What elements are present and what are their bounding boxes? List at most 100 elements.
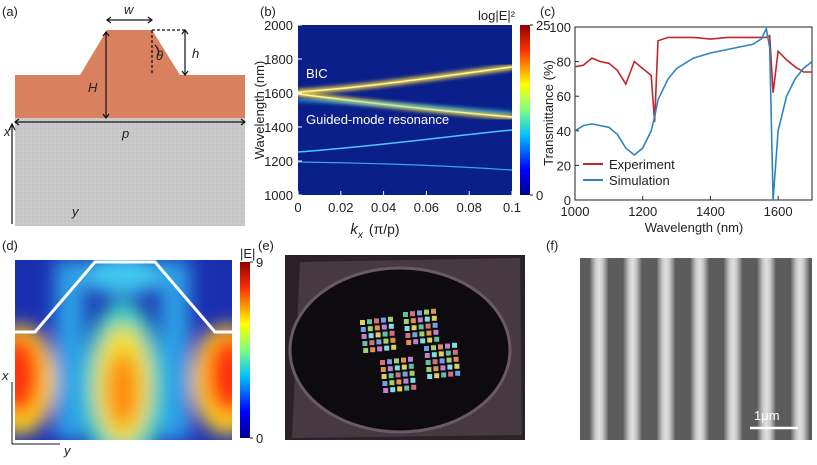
sample-pixel xyxy=(440,365,446,371)
sample-pixel xyxy=(395,372,401,378)
sample-pixel xyxy=(389,380,395,386)
axis-x: x xyxy=(3,124,11,139)
sample-pixel xyxy=(404,385,410,391)
y-tick-label: 1600 xyxy=(264,86,293,101)
sample-pixel xyxy=(431,352,437,358)
sample-pixel xyxy=(387,359,392,365)
sample-pixel xyxy=(375,332,381,338)
sample-pixel xyxy=(434,373,440,379)
sample-photo xyxy=(285,255,525,440)
sample-pixel xyxy=(388,323,394,329)
sample-pixel xyxy=(419,331,425,337)
x-tick-label: 0.02 xyxy=(328,200,353,215)
schematic: w θ h H p x y xyxy=(3,2,246,226)
y-tick-label: 1000 xyxy=(264,188,293,203)
sample-pixel xyxy=(453,356,459,362)
sample-pixel xyxy=(431,345,436,351)
y-tick-label: 1800 xyxy=(264,52,293,67)
panel-label: (f) xyxy=(546,238,558,253)
sample-pixel xyxy=(434,336,440,342)
label-theta: θ xyxy=(156,48,163,63)
sample-pixel xyxy=(427,337,433,343)
x-tick-label: 1600 xyxy=(764,204,793,219)
sample-pixel xyxy=(424,309,429,315)
y-tick-label: 20 xyxy=(557,158,571,173)
sample-pixel xyxy=(418,324,424,330)
sample-pixel xyxy=(402,371,408,377)
sample-pixel xyxy=(417,317,423,323)
sample-pixel xyxy=(391,344,397,350)
sample-pixel xyxy=(388,373,394,379)
sample-pixel xyxy=(383,338,389,344)
sample-pixel xyxy=(424,353,430,358)
series-line xyxy=(574,34,812,123)
sample-pixel xyxy=(397,386,403,392)
sample-pixel xyxy=(380,367,386,372)
sample-pixel xyxy=(433,329,439,335)
sample-pixel xyxy=(382,381,388,386)
sample-pixel xyxy=(368,333,374,339)
sample-pixel xyxy=(452,342,457,348)
sample-pixel xyxy=(452,349,458,355)
sample-pixel xyxy=(412,332,418,338)
label-w: w xyxy=(124,2,135,17)
y-tick-label: 2000 xyxy=(264,18,293,33)
panel-label: (b) xyxy=(260,4,276,19)
sem-stripe xyxy=(657,258,675,440)
colorbar-tick-label: 9 xyxy=(256,255,263,270)
sem-stripe xyxy=(724,258,742,440)
y-axis-label: Wavelength (nm) xyxy=(252,61,267,160)
sample-pixel xyxy=(384,345,390,351)
sample-pixel xyxy=(411,384,417,390)
colorbar xyxy=(240,262,250,438)
colorbar-title: |E| xyxy=(240,246,255,261)
sample-pixel xyxy=(381,317,386,323)
sample-pixel xyxy=(369,340,375,346)
colorbar-tick-label: 25 xyxy=(536,18,550,33)
sample-pixel xyxy=(363,348,369,353)
colorbar-tick-label: 0 xyxy=(256,431,263,446)
transmittance-chart: Wavelength (nm) Transmittance (%) 1000 12… xyxy=(541,20,813,235)
label-H: H xyxy=(88,80,98,95)
sample-pixel xyxy=(403,312,408,317)
y-tick-label: 1400 xyxy=(264,120,293,135)
sample-pixel xyxy=(401,357,406,363)
sample-pixel xyxy=(411,325,417,331)
sample-pixel xyxy=(377,346,383,352)
sem-stripe xyxy=(791,258,809,440)
sample-pixel xyxy=(362,341,368,346)
y-tick-label: 80 xyxy=(557,55,571,70)
substrate xyxy=(15,118,245,226)
field-map: |E| x y xyxy=(1,246,255,458)
scale-bar-label: 1μm xyxy=(754,408,780,423)
sample-pixel xyxy=(374,318,379,324)
sample-pixel xyxy=(445,350,451,356)
sample-pixel xyxy=(426,330,432,336)
sample-pixel xyxy=(408,356,413,362)
y-axis-label: Transmittance (%) xyxy=(541,60,556,166)
sample-pixel xyxy=(380,360,385,365)
panel-label: (e) xyxy=(258,238,274,253)
sample-pixel xyxy=(410,311,415,317)
sample-pixel xyxy=(367,319,372,325)
sample-pixel xyxy=(396,379,402,385)
sample-pixel xyxy=(446,357,452,363)
x-axis-label: kx (π/p) xyxy=(350,221,399,241)
sample-pixel xyxy=(403,378,409,384)
sample-pixel xyxy=(432,322,438,328)
sample-pixel xyxy=(390,337,396,343)
sample-pixel xyxy=(360,327,366,332)
legend-label: Simulation xyxy=(609,173,670,188)
sample-pixel xyxy=(448,371,454,377)
axis-y: y xyxy=(63,443,72,458)
sample-pixel xyxy=(441,372,447,378)
plot-frame xyxy=(574,26,813,201)
sample-pixel xyxy=(432,359,438,365)
sample-pixel xyxy=(445,343,450,349)
sample-pixel xyxy=(425,360,431,365)
x-label-unit: (π/p) xyxy=(369,221,400,237)
y-tick-label: 0 xyxy=(564,193,571,208)
x-label-main: k xyxy=(350,221,359,238)
label-h: h xyxy=(192,46,199,61)
sample-pixel xyxy=(439,358,445,364)
